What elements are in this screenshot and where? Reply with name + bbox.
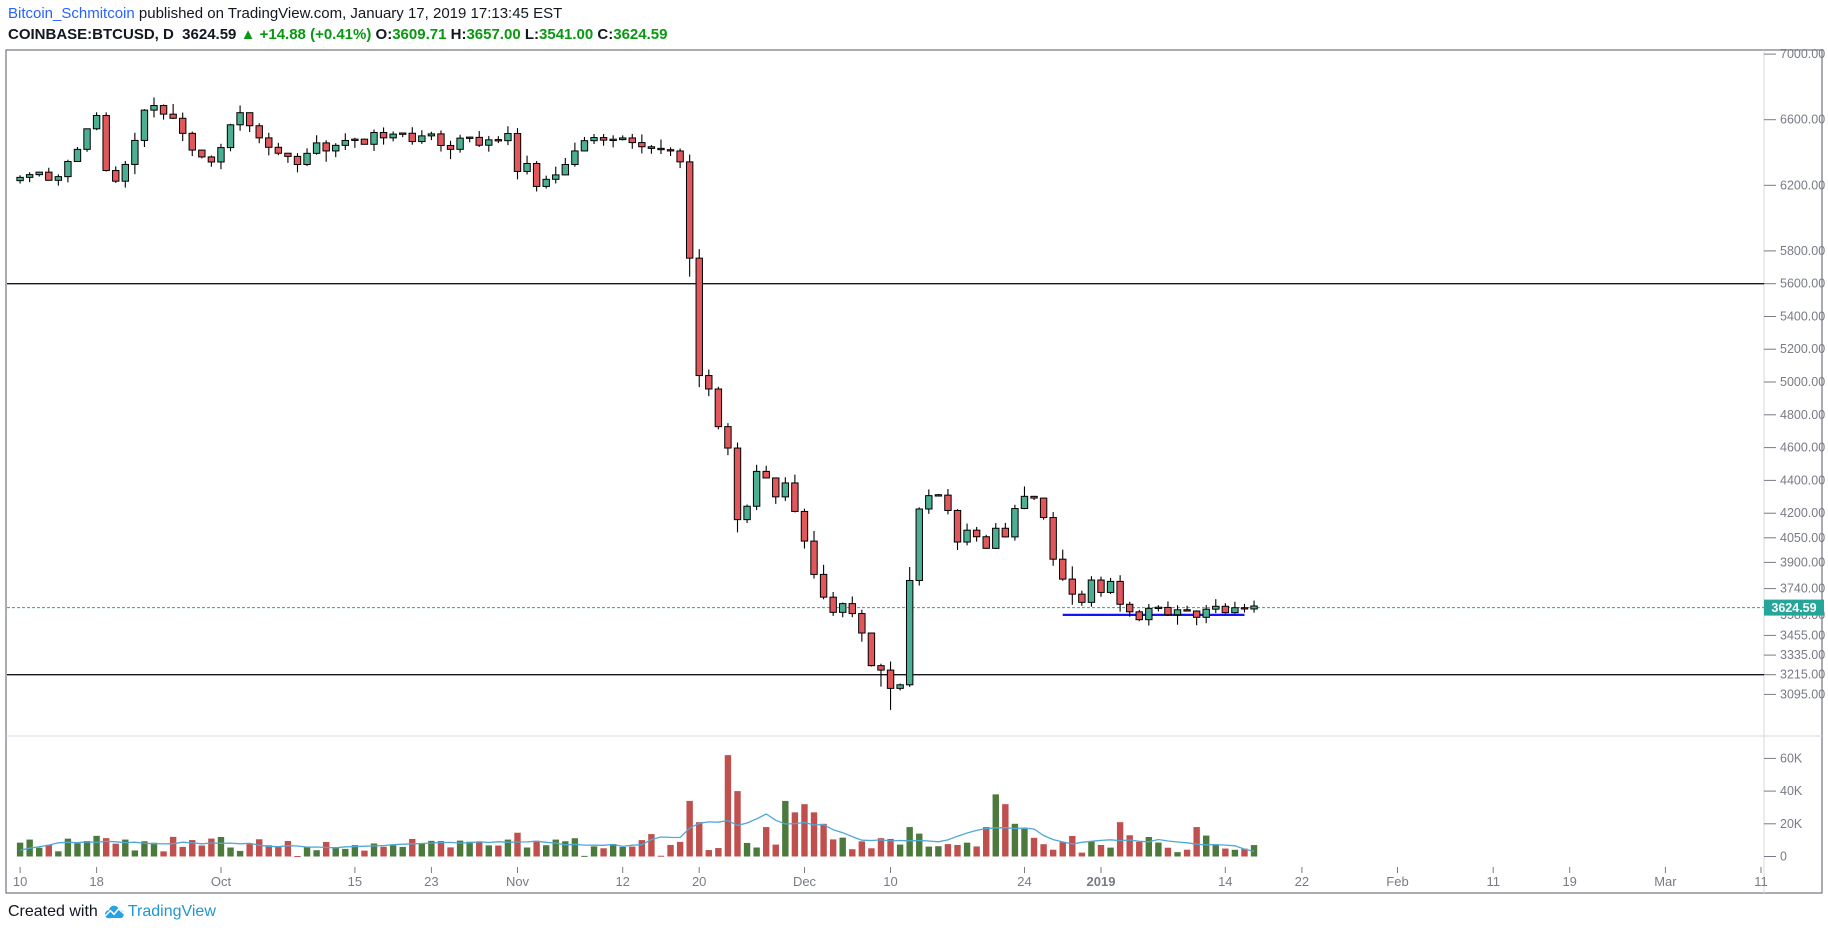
svg-text:20K: 20K — [1780, 817, 1803, 831]
svg-text:23: 23 — [424, 874, 438, 889]
svg-text:3740.00: 3740.00 — [1780, 582, 1825, 596]
svg-text:4050.00: 4050.00 — [1780, 531, 1825, 545]
svg-text:Nov: Nov — [506, 874, 530, 889]
svg-text:4400.00: 4400.00 — [1780, 473, 1825, 487]
svg-text:12: 12 — [615, 874, 629, 889]
svg-text:Dec: Dec — [793, 874, 817, 889]
svg-text:5400.00: 5400.00 — [1780, 310, 1825, 324]
svg-text:20: 20 — [692, 874, 706, 889]
svg-text:15: 15 — [348, 874, 362, 889]
svg-text:5200.00: 5200.00 — [1780, 342, 1825, 356]
svg-text:11: 11 — [1486, 874, 1500, 889]
svg-text:5800.00: 5800.00 — [1780, 244, 1825, 258]
svg-text:3335.00: 3335.00 — [1780, 648, 1825, 662]
svg-text:10: 10 — [883, 874, 897, 889]
svg-text:Feb: Feb — [1386, 874, 1408, 889]
svg-text:14: 14 — [1218, 874, 1232, 889]
svg-text:5600.00: 5600.00 — [1780, 277, 1825, 291]
svg-text:5000.00: 5000.00 — [1780, 375, 1825, 389]
svg-text:60K: 60K — [1780, 751, 1803, 765]
svg-text:22: 22 — [1295, 874, 1309, 889]
svg-text:6200.00: 6200.00 — [1780, 178, 1825, 192]
svg-text:2019: 2019 — [1087, 874, 1116, 889]
svg-text:19: 19 — [1562, 874, 1576, 889]
svg-text:Oct: Oct — [211, 874, 232, 889]
svg-text:0: 0 — [1780, 850, 1787, 864]
svg-text:4200.00: 4200.00 — [1780, 506, 1825, 520]
svg-text:24: 24 — [1017, 874, 1031, 889]
svg-text:3624.59: 3624.59 — [1771, 601, 1816, 615]
svg-text:40K: 40K — [1780, 784, 1803, 798]
svg-text:6600.00: 6600.00 — [1780, 113, 1825, 127]
svg-text:Mar: Mar — [1654, 874, 1677, 889]
svg-text:10: 10 — [13, 874, 27, 889]
svg-text:3455.00: 3455.00 — [1780, 628, 1825, 642]
svg-text:3215.00: 3215.00 — [1780, 668, 1825, 682]
svg-text:4600.00: 4600.00 — [1780, 441, 1825, 455]
svg-text:18: 18 — [89, 874, 103, 889]
svg-text:3900.00: 3900.00 — [1780, 555, 1825, 569]
svg-text:3095.00: 3095.00 — [1780, 687, 1825, 701]
svg-text:11: 11 — [1754, 874, 1768, 889]
svg-text:4800.00: 4800.00 — [1780, 408, 1825, 422]
svg-text:7000.00: 7000.00 — [1780, 47, 1825, 61]
